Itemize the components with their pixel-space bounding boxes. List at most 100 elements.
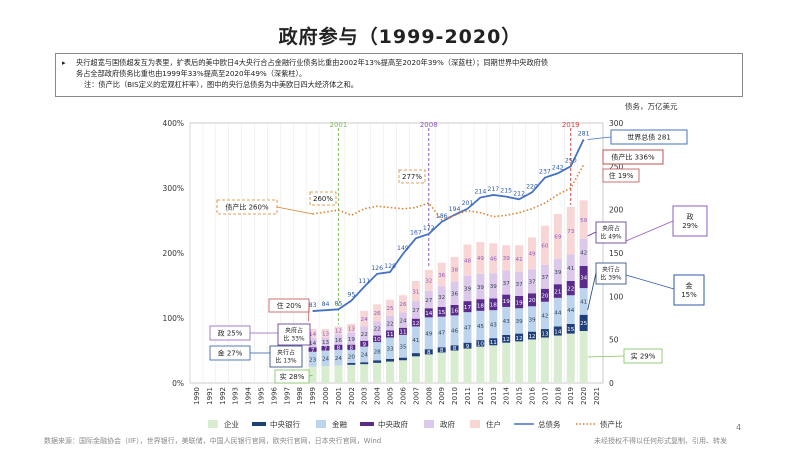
finance-end-callout-text: 金 (686, 281, 693, 290)
total-value-label: 242 (552, 164, 564, 171)
bar-value-central_gov: 18 (490, 303, 498, 309)
bar-segment-household (579, 200, 588, 239)
bar-segment-household (528, 237, 537, 270)
household-end-callout-text: 住 19% (609, 171, 634, 180)
bar-segment-gov (308, 338, 317, 348)
bar-segment-central_bank (450, 345, 459, 351)
business-end-callout-text: 实 29% (631, 352, 656, 361)
bar-value-central_bank: 13 (541, 332, 549, 338)
right-tick-label: 150 (609, 249, 624, 258)
bar-value-gov: 16 (335, 338, 343, 344)
bar-value-central_bank: 15 (567, 327, 575, 333)
bullet-icon: ▸ (62, 58, 66, 67)
bar-value-household: 48 (464, 258, 472, 264)
callout-leader (625, 274, 675, 290)
bar-segment-gov (424, 290, 433, 309)
bar-segment-business (334, 365, 343, 383)
bar-segment-central_bank (424, 349, 433, 355)
bar-value-gov: 41 (567, 266, 575, 272)
x-tick-label: 2007 (412, 387, 420, 405)
legend-swatch-central_gov (360, 422, 374, 426)
bar-value-household: 32 (425, 279, 432, 285)
bar-value-household: 13 (348, 326, 356, 332)
bar-segment-finance (437, 316, 446, 348)
bar-segment-central_bank (566, 323, 575, 334)
business-start-callout-box (274, 369, 310, 384)
total-value-label: 220 (526, 183, 538, 190)
bar-value-finance: 43 (490, 322, 498, 328)
bar-value-finance: 39 (528, 317, 536, 323)
bar-value-household: 25 (386, 306, 394, 312)
x-tick-label: 2016 (529, 386, 537, 404)
bar-segment-business (566, 333, 575, 383)
bar-segment-gov (437, 286, 446, 307)
ratio-end-callout-box (602, 149, 664, 165)
bar-segment-household (360, 310, 369, 327)
bar-segment-central_bank (528, 331, 537, 340)
bar-value-gov: 32 (438, 295, 445, 301)
bar-value-central_gov: 18 (477, 303, 485, 309)
bar-segment-business (308, 366, 317, 383)
bar-segment-household (321, 329, 330, 338)
bar-value-household: 38 (451, 268, 459, 274)
bar-segment-central_bank (489, 338, 498, 346)
bar-value-central_gov: 14 (425, 311, 433, 317)
bar-segment-household (308, 329, 317, 339)
bar-segment-business (502, 342, 511, 383)
bar-segment-central_gov (476, 299, 485, 311)
bar-value-central_bank: 12 (503, 337, 510, 343)
bar-value-gov: 19 (348, 337, 356, 343)
bar-value-finance: 44 (567, 308, 575, 314)
callout-leader (587, 272, 597, 311)
bar-value-household: 41 (516, 257, 524, 263)
total-value-label: 126 (371, 265, 383, 272)
bar-segment-household (566, 206, 575, 255)
x-tick-label: 2003 (361, 387, 369, 405)
ratio-end-callout-text: 债产比 336% (611, 153, 655, 162)
bar-segment-central_bank (347, 362, 356, 365)
bar-value-gov: 24 (399, 318, 407, 324)
bar-segment-gov (579, 238, 588, 266)
total-value-label: 167 (410, 229, 422, 236)
x-tick-label: 2015 (516, 387, 524, 405)
right-tick-label: 250 (609, 162, 624, 171)
bar-segment-business (540, 337, 549, 383)
gov-start-callout-text: 政 25% (218, 329, 243, 338)
bar-value-central_gov: 9 (362, 342, 366, 348)
bar-segment-business (411, 356, 420, 383)
total-value-label: 85 (334, 300, 342, 307)
bar-segment-household (553, 214, 562, 259)
bar-segment-finance (553, 297, 562, 327)
total-value-label: 172 (423, 225, 435, 232)
bar-segment-business (373, 362, 382, 383)
bar-segment-central_gov (360, 340, 369, 347)
bar-segment-central_gov (579, 266, 588, 289)
x-tick-label: 1992 (219, 387, 227, 405)
bar-segment-household (476, 241, 485, 274)
bar-value-gov: 27 (412, 308, 420, 314)
bar-segment-business (437, 352, 446, 383)
bar-segment-central_gov (450, 305, 459, 316)
central-bank-end-callout-text: 央行占 (602, 266, 620, 274)
x-tick-label: 1995 (257, 387, 265, 405)
total-value-label: 237 (539, 169, 551, 176)
bar-segment-central_gov (515, 295, 524, 309)
central-gov-start-callout-text: 央府占 (285, 327, 303, 335)
bar-value-gov: 14 (309, 341, 317, 347)
central-gov-end-callout-text: 比 49% (600, 233, 622, 241)
x-tick-label: 2018 (554, 387, 562, 405)
left-tick-label: 100% (163, 314, 184, 323)
bar-segment-central_gov (437, 306, 446, 317)
bar-segment-gov (566, 254, 575, 281)
x-tick-label: 2014 (503, 386, 511, 404)
bar-segment-gov (540, 264, 549, 289)
bar-value-household: 69 (554, 235, 562, 241)
bar-segment-gov (515, 271, 524, 296)
callout-leader (587, 231, 597, 237)
x-tick-label: 1991 (206, 387, 214, 405)
bar-value-household: 59 (580, 218, 588, 224)
bar-segment-central_bank (463, 342, 472, 349)
bar-segment-household (437, 262, 446, 287)
business-start-callout-text: 实 28% (280, 372, 305, 381)
bar-segment-business (528, 339, 537, 383)
